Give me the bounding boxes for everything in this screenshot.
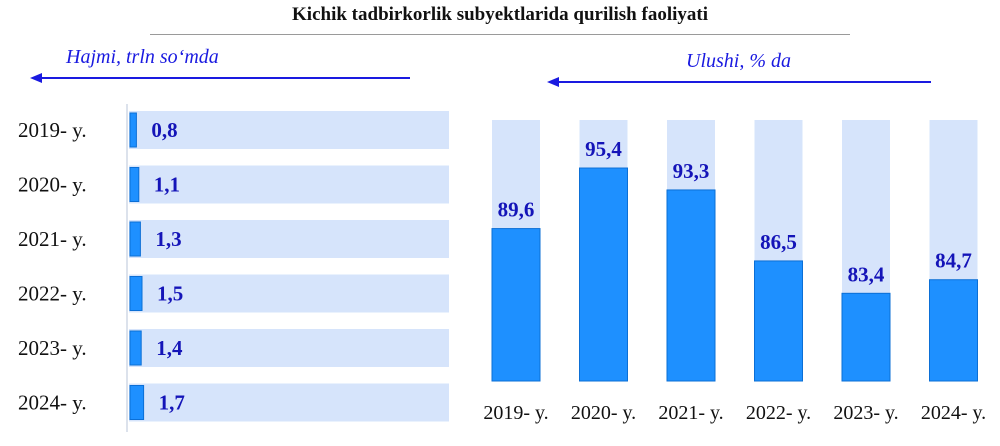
bar (841, 292, 891, 382)
title-divider (150, 34, 850, 35)
category-label: 2020- y. (571, 402, 636, 424)
category-label: 2019- y. (483, 402, 548, 424)
bar (129, 221, 141, 257)
bar (129, 167, 140, 202)
share-vertical-bar-chart: 89,6 2019- y. 95,4 2020- y. 93,3 2021- y. 86,5… (483, 120, 986, 424)
bar (666, 189, 716, 382)
left-chart-subtitle: Hajmi, trln so‘mda (66, 46, 219, 68)
category-label: 2020- y. (18, 173, 87, 197)
category-label: 2022- y. (18, 282, 87, 306)
data-label: 1,1 (154, 173, 180, 197)
data-label: 89,6 (498, 198, 535, 222)
bar (491, 228, 541, 382)
category-label: 2022- y. (746, 402, 811, 424)
category-label: 2024- y. (921, 402, 986, 424)
bar (754, 260, 803, 382)
right-chart-subtitle: Ulushi, % da (686, 50, 791, 72)
category-label: 2023- y. (833, 402, 898, 424)
category-label: 2021- y. (18, 227, 87, 251)
data-label: 93,3 (673, 159, 710, 183)
bar-track (129, 329, 449, 367)
data-label: 1,7 (159, 391, 185, 415)
data-label: 1,3 (155, 227, 181, 251)
bar (129, 330, 142, 366)
volume-horizontal-bar-chart: 2019- y. 0,8 2020- y. 1,1 2021- y. 1,3 2022- y… (18, 104, 449, 432)
right-arrow-icon (547, 77, 931, 87)
page-title: Kichik tadbirkorlik subyektlarida qurili… (292, 4, 708, 25)
data-label: 1,4 (156, 336, 183, 360)
category-label: 2019- y. (18, 118, 87, 142)
bar (129, 385, 145, 420)
category-label: 2024- y. (18, 391, 87, 415)
bar (929, 279, 978, 382)
data-label: 0,8 (151, 118, 177, 142)
bar-track (129, 165, 449, 204)
bar (579, 167, 628, 382)
data-label: 95,4 (585, 137, 622, 161)
data-label: 84,7 (935, 249, 972, 273)
data-label: 1,5 (157, 282, 183, 306)
category-label: 2023- y. (18, 336, 87, 360)
bar-track (129, 383, 449, 422)
bar (129, 112, 137, 148)
bar (129, 276, 143, 311)
bar-track (129, 220, 449, 258)
left-arrow-icon (30, 73, 410, 83)
bar-track (129, 111, 449, 149)
data-label: 83,4 (848, 262, 885, 286)
category-label: 2021- y. (658, 402, 723, 424)
data-label: 86,5 (760, 230, 797, 254)
bar-track (129, 274, 449, 313)
